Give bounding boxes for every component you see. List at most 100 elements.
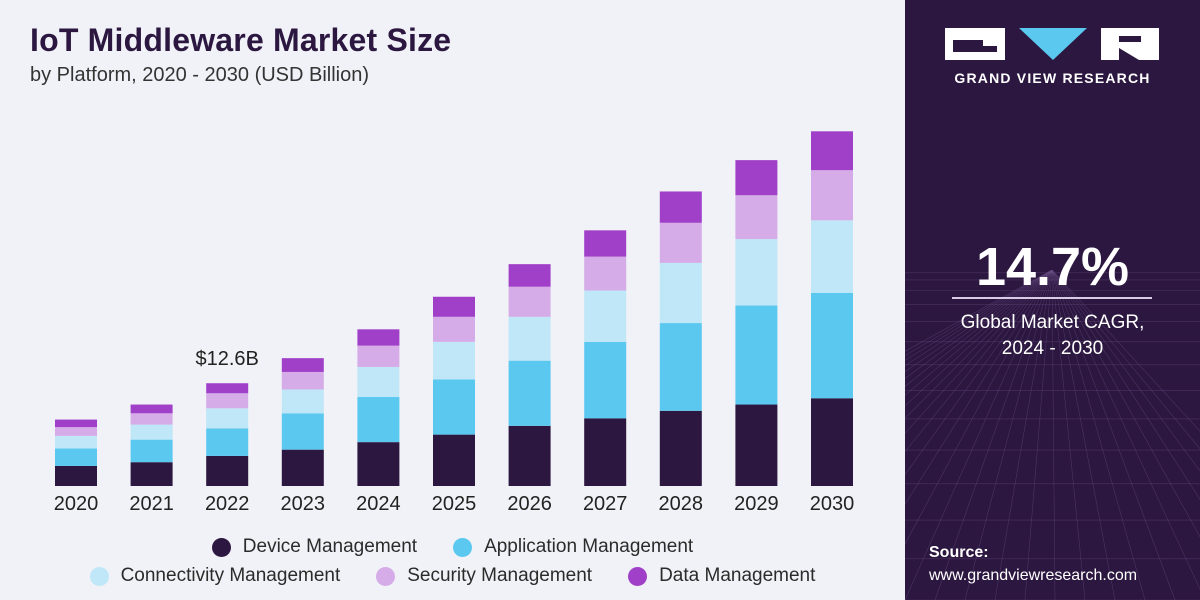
cagr-label: Global Market CAGR, 2024 - 2030 xyxy=(905,310,1200,362)
bar-segment-2028-security-management xyxy=(659,222,702,263)
bar-segment-2021-device-management xyxy=(130,462,173,486)
grid-line xyxy=(994,270,1053,600)
bar-segment-2027-data-management xyxy=(584,230,627,257)
bar-segment-2030-device-management xyxy=(811,398,853,486)
bar-segment-2023-security-management xyxy=(281,371,324,390)
bar-segment-2021-data-management xyxy=(130,404,173,414)
bar-segment-2028-data-management xyxy=(659,191,702,223)
bar-segment-2024-security-management xyxy=(357,345,400,367)
bar-segment-2030-application-management xyxy=(811,292,853,399)
x-tick-label-2022: 2022 xyxy=(205,493,250,515)
source-url[interactable]: www.grandviewresearch.com xyxy=(929,567,1138,584)
grid-line xyxy=(905,270,1053,352)
cagr-label-line-1: Global Market CAGR, xyxy=(960,312,1145,333)
x-tick-label-2027: 2027 xyxy=(583,493,628,515)
legend-item-security-management: Security Management xyxy=(376,565,592,587)
legend-row-2: Connectivity Management Security Managem… xyxy=(0,565,905,587)
legend-row-1: Device Management Application Management xyxy=(0,536,905,558)
bar-segment-2021-security-management xyxy=(130,413,173,425)
bar-segment-2025-connectivity-management xyxy=(433,341,475,380)
grid-line xyxy=(905,270,1053,505)
chart-title: IoT Middleware Market Size xyxy=(30,22,452,58)
chart-area: IoT Middleware Market Size by Platform, … xyxy=(0,22,905,587)
grid-line xyxy=(1051,270,1116,600)
x-tick-label-2021: 2021 xyxy=(129,493,174,515)
grid-line xyxy=(905,270,1053,453)
bar-segment-2029-application-management xyxy=(735,305,778,405)
bar-segment-2025-security-management xyxy=(433,316,475,342)
bar-segment-2024-connectivity-management xyxy=(357,366,400,398)
grid-line xyxy=(905,270,1053,419)
bar-segment-2025-device-management xyxy=(433,434,475,486)
grid-line xyxy=(905,270,1053,387)
bar-segment-2023-connectivity-management xyxy=(281,389,324,414)
bar-segment-2020-connectivity-management xyxy=(55,435,97,449)
cagr-divider xyxy=(952,297,1152,299)
grid-line xyxy=(1051,270,1200,450)
info-panel: GRAND VIEW RESEARCH 14.7% Global Market … xyxy=(905,0,1200,600)
grid-line xyxy=(1051,270,1056,600)
data-label-2022: $12.6B xyxy=(196,348,259,370)
bar-segment-2020-security-management xyxy=(55,427,97,436)
bar-segment-2029-data-management xyxy=(735,160,778,196)
x-tick-label-2025: 2025 xyxy=(432,493,477,515)
bar-segment-2022-security-management xyxy=(206,393,249,409)
grid-line xyxy=(1051,270,1200,590)
bar-segment-2028-connectivity-management xyxy=(659,262,702,324)
grid-line xyxy=(905,270,1053,545)
legend-swatch-application-management xyxy=(453,537,473,557)
bar-segment-2023-device-management xyxy=(281,449,324,486)
bar-segment-2028-application-management xyxy=(659,323,702,411)
grid-line xyxy=(1051,270,1200,538)
grid-line xyxy=(905,270,1053,373)
x-tick-label-2023: 2023 xyxy=(281,493,326,515)
bar-segment-2029-connectivity-management xyxy=(735,239,778,306)
grid-line xyxy=(1051,270,1200,432)
bar-segment-2030-security-management xyxy=(811,170,853,221)
legend-swatch-security-management xyxy=(376,566,396,586)
grid-line xyxy=(1024,270,1053,600)
legend-label-security-management: Security Management xyxy=(407,565,593,586)
legend-label-device-management: Device Management xyxy=(242,536,418,557)
grand-view-research-logo xyxy=(945,28,1159,60)
bar-segment-2026-security-management xyxy=(508,286,551,317)
bar-segment-2030-connectivity-management xyxy=(811,220,853,293)
bar-segment-2027-application-management xyxy=(584,341,627,419)
legend-item-application-management: Application Management xyxy=(453,536,693,558)
legend-label-data-management: Data Management xyxy=(659,565,816,586)
bar-segment-2022-connectivity-management xyxy=(206,408,249,429)
bar-segment-2027-device-management xyxy=(584,418,627,486)
cagr-value: 14.7% xyxy=(975,237,1130,297)
grid-line xyxy=(905,270,1053,379)
bar-segment-2027-connectivity-management xyxy=(584,290,627,342)
legend-item-connectivity-management: Connectivity Management xyxy=(89,565,341,587)
bar-segment-2023-application-management xyxy=(281,413,324,450)
legend-swatch-data-management xyxy=(628,566,648,586)
bar-segment-2029-security-management xyxy=(735,195,778,240)
bar-segment-2020-application-management xyxy=(55,448,97,466)
bar-segment-2020-data-management xyxy=(55,419,97,428)
bar-segment-2022-data-management xyxy=(206,383,249,394)
bar-segment-2026-device-management xyxy=(508,425,551,486)
grid-line xyxy=(964,270,1053,600)
x-tick-label-2030: 2030 xyxy=(810,493,855,515)
legend-swatch-device-management xyxy=(211,537,231,557)
legend-item-data-management: Data Management xyxy=(628,565,815,587)
bar-segment-2021-connectivity-management xyxy=(130,424,173,440)
legend-item-device-management: Device Management xyxy=(211,536,418,558)
bar-segment-2027-security-management xyxy=(584,256,627,291)
grid-line xyxy=(905,270,1053,476)
bar-segment-2028-device-management xyxy=(659,410,702,486)
bar-segment-2030-data-management xyxy=(811,131,853,171)
cagr-label-line-2: 2024 - 2030 xyxy=(1001,338,1104,359)
grid-line xyxy=(905,270,1053,356)
bar-segment-2023-data-management xyxy=(281,358,324,372)
source-label: Source: xyxy=(929,544,989,561)
bar-segment-2022-device-management xyxy=(206,455,249,486)
grid-line xyxy=(1051,270,1146,600)
grid-line xyxy=(905,270,1053,434)
x-tick-label-2029: 2029 xyxy=(734,493,779,515)
bar-segment-2026-connectivity-management xyxy=(508,316,551,361)
legend-label-connectivity-management: Connectivity Management xyxy=(120,565,341,586)
